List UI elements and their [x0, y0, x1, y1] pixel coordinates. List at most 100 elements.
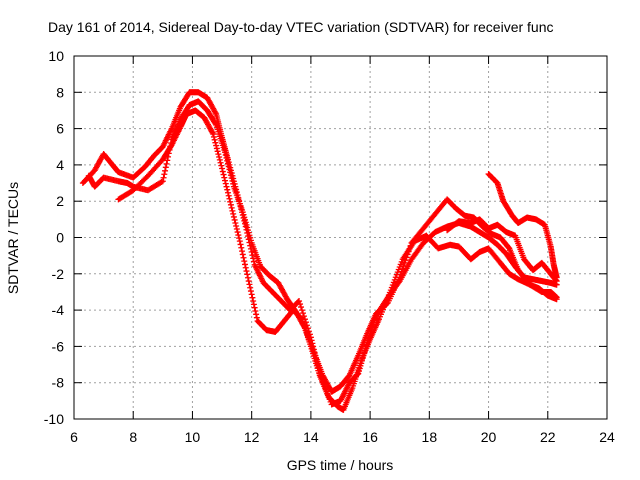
- y-tick-label: 6: [56, 121, 64, 137]
- data-point: [250, 301, 257, 308]
- data-point: [252, 308, 259, 315]
- data-point: [247, 288, 254, 295]
- data-point: [213, 142, 220, 149]
- data-point: [162, 167, 169, 174]
- series-track-5: [444, 216, 560, 285]
- x-tick-label: 20: [481, 429, 497, 445]
- data-point: [233, 226, 240, 233]
- data-point: [226, 195, 233, 202]
- x-tick-label: 6: [70, 429, 78, 445]
- y-axis-label: SDTVAR / TECUs: [5, 182, 21, 294]
- y-tick-label: -2: [52, 266, 65, 282]
- data-point: [223, 183, 230, 190]
- data-point: [250, 258, 257, 265]
- data-point: [253, 311, 260, 318]
- data-point: [231, 216, 238, 223]
- data-point: [296, 298, 303, 305]
- data-point: [401, 260, 408, 267]
- x-tick-label: 14: [303, 429, 319, 445]
- data-point: [227, 198, 234, 205]
- x-tick-label: 12: [244, 429, 260, 445]
- x-tick-label: 10: [185, 429, 201, 445]
- data-point: [210, 131, 217, 138]
- data-point: [227, 172, 234, 179]
- data-point: [226, 166, 233, 173]
- data-point: [298, 315, 305, 322]
- data-point: [244, 271, 251, 278]
- data-point: [221, 174, 228, 181]
- data-point: [236, 238, 243, 245]
- y-tick-label: 0: [56, 230, 64, 246]
- data-point: [212, 139, 219, 146]
- data-point: [230, 180, 237, 187]
- data-point: [159, 178, 166, 185]
- x-tick-label: 22: [540, 429, 556, 445]
- data-point: [222, 152, 229, 159]
- data-point: [219, 165, 226, 172]
- data-point: [239, 251, 246, 258]
- y-tick-label: -8: [52, 375, 65, 391]
- x-tick-label: 24: [599, 429, 615, 445]
- data-point: [247, 284, 254, 291]
- y-tick-label: 2: [56, 193, 64, 209]
- data-point: [242, 261, 249, 268]
- data-point: [248, 249, 255, 256]
- data-point: [233, 223, 240, 230]
- data-point: [237, 241, 244, 248]
- data-point: [243, 268, 250, 275]
- data-point: [224, 160, 231, 167]
- data-point: [297, 301, 304, 308]
- y-tick-label: 8: [56, 84, 64, 100]
- data-point: [211, 136, 218, 143]
- data-point: [222, 177, 229, 184]
- data-point: [228, 175, 235, 182]
- data-point: [223, 154, 230, 161]
- chart-title: Day 161 of 2014, Sidereal Day-to-day VTE…: [48, 19, 554, 35]
- data-point: [242, 264, 249, 271]
- data-point: [227, 169, 234, 176]
- data-point: [240, 254, 247, 261]
- x-tick-label: 16: [362, 429, 378, 445]
- data-point: [246, 281, 253, 288]
- x-tick-label: 18: [422, 429, 438, 445]
- data-point: [215, 151, 222, 158]
- data-point: [244, 274, 251, 281]
- data-point: [163, 160, 170, 167]
- data-point: [239, 248, 246, 255]
- data-point: [222, 180, 229, 187]
- data-point: [164, 157, 171, 164]
- data-point: [235, 232, 242, 239]
- data-point: [253, 314, 260, 321]
- data-point: [210, 133, 217, 140]
- y-tick-label: -6: [52, 338, 65, 354]
- y-tick-label: -10: [44, 411, 64, 427]
- data-point: [248, 291, 255, 298]
- data-point: [160, 174, 167, 181]
- x-tick-label: 8: [129, 429, 137, 445]
- data-point: [227, 201, 234, 208]
- data-point: [217, 159, 224, 166]
- data-point: [553, 278, 560, 285]
- data-point: [161, 171, 168, 178]
- data-point: [225, 192, 232, 199]
- data-point: [228, 204, 235, 211]
- data-point: [234, 229, 241, 236]
- data-point: [162, 164, 169, 171]
- data-point: [249, 294, 256, 301]
- data-point: [241, 258, 248, 265]
- y-tick-label: 10: [48, 48, 64, 64]
- y-tick-label: 4: [56, 157, 64, 173]
- data-point: [220, 171, 227, 178]
- data-point: [212, 120, 219, 127]
- data-point: [299, 307, 306, 314]
- data-point: [158, 178, 165, 185]
- data-point: [229, 177, 236, 184]
- data-point: [250, 298, 257, 305]
- grid-lines: [74, 56, 607, 419]
- data-point: [216, 156, 223, 163]
- data-point: [251, 304, 258, 311]
- data-point: [225, 163, 232, 170]
- data-point: [229, 207, 236, 214]
- data-point: [232, 219, 239, 226]
